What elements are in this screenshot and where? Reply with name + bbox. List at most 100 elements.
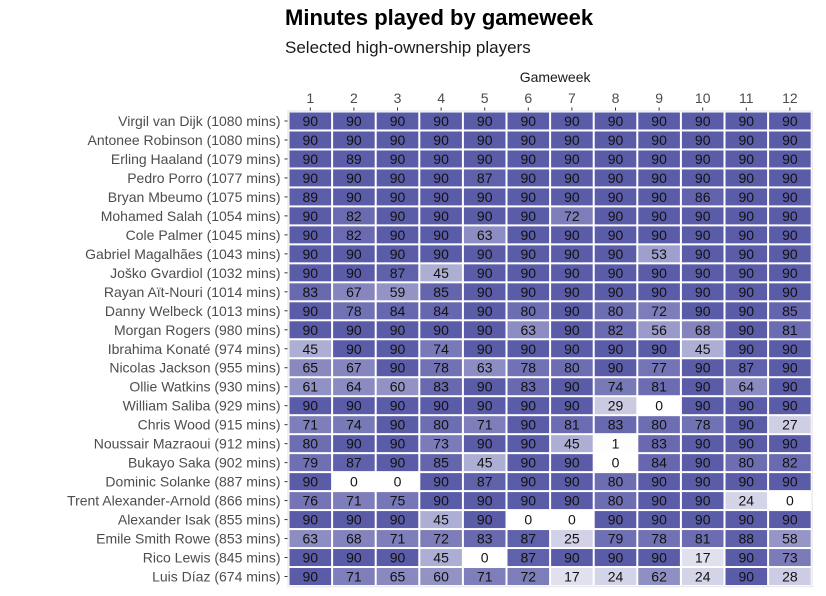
y-tick-label: Virgil van Dijk (1080 mins) [118,113,280,129]
heatmap-cell [463,150,506,168]
heatmap-cell [463,568,506,585]
cell-value-label: 90 [782,265,798,281]
heatmap-cell [725,264,768,282]
heatmap-cell [769,492,811,510]
heatmap-cell [376,549,419,567]
cell-value-label: 68 [346,531,362,547]
cell-value-label: 80 [521,303,537,319]
heatmap-cell [551,492,593,510]
heatmap-cell [376,416,419,434]
heatmap-cell [463,530,506,548]
cell-value-label: 90 [390,512,406,528]
heatmap-cell [289,112,332,130]
heatmap-cell [333,340,375,358]
cell-value-label: 90 [303,512,319,528]
heatmap-cell [420,549,462,567]
heatmap-cell [638,188,680,206]
heatmap-cell [551,549,593,567]
cell-value-label: 90 [390,417,406,433]
cell-value-label: 90 [564,455,580,471]
cell-value-label: 90 [739,341,755,357]
heatmap-cell [594,207,637,225]
cell-value-label: 90 [608,113,624,129]
chart-subtitle: Selected high-ownership players [285,38,531,57]
heatmap-cell [551,340,593,358]
heatmap-cell [463,321,506,339]
cell-value-label: 90 [651,550,667,566]
cell-value-label: 90 [346,341,362,357]
cell-value-label: 90 [521,151,537,167]
cell-value-label: 90 [346,265,362,281]
heatmap-cell [463,492,506,510]
cell-value-label: 90 [346,322,362,338]
heatmap-cell [333,321,375,339]
y-tick-label: Rico Lewis (845 mins) [143,550,281,566]
heatmap-cell [769,283,811,301]
heatmap-cell [638,359,680,377]
cell-value-label: 90 [695,474,711,490]
cell-value-label: 90 [695,360,711,376]
heatmap-cell [463,169,506,187]
heatmap-cell [725,226,768,244]
cell-value-label: 90 [477,398,493,414]
cell-value-label: 90 [564,227,580,243]
cell-value-label: 63 [477,360,493,376]
heatmap-cell [333,283,375,301]
cell-value-label: 90 [303,322,319,338]
heatmap-cell [420,188,462,206]
heatmap-cell [551,359,593,377]
y-tick-label: Bukayo Saka (902 mins) [128,455,281,471]
heatmap-cell [333,302,375,320]
cell-value-label: 90 [390,455,406,471]
heatmap-cell [551,378,593,396]
heatmap-cell [594,169,637,187]
heatmap-cell [638,416,680,434]
heatmap-cell [289,549,332,567]
heatmap-cell [725,435,768,453]
cell-value-label: 71 [346,569,362,585]
cell-value-label: 90 [651,284,667,300]
cell-value-label: 90 [564,379,580,395]
cell-value-label: 90 [739,569,755,585]
cell-value-label: 90 [782,170,798,186]
cell-value-label: 60 [390,379,406,395]
cell-value-label: 90 [477,436,493,452]
cell-value-label: 86 [695,189,711,205]
heatmap-cell [725,321,768,339]
cell-value-label: 80 [303,436,319,452]
cell-value-label: 78 [433,360,449,376]
x-tick-label: 7 [568,90,576,106]
cell-value-label: 90 [303,113,319,129]
cell-value-label: 68 [695,322,711,338]
cell-value-label: 24 [739,493,755,509]
heatmap-cell [725,283,768,301]
heatmap-cell [507,530,550,548]
heatmap-cell [289,264,332,282]
heatmap-cell [725,302,768,320]
heatmap-cell [289,283,332,301]
cell-value-label: 83 [608,417,624,433]
heatmap-cell [594,264,637,282]
cell-value-label: 90 [695,227,711,243]
y-tick-label: Luis Díaz (674 mins) [152,569,280,585]
heatmap-cell [681,245,724,263]
cell-value-label: 64 [346,379,362,395]
heatmap-cell [289,416,332,434]
heatmap-cell [463,511,506,529]
heatmap-cell [289,340,332,358]
heatmap-cell [681,131,724,149]
cell-value-label: 90 [433,474,449,490]
cell-value-label: 90 [477,379,493,395]
cell-value-label: 90 [651,227,667,243]
cell-value-label: 88 [739,531,755,547]
heatmap-cell [507,435,550,453]
heatmap-cell [769,378,811,396]
cell-value-label: 27 [782,417,798,433]
cell-value-label: 90 [651,208,667,224]
cell-value-label: 90 [695,398,711,414]
heatmap-cell [551,511,593,529]
cell-value-label: 90 [521,208,537,224]
heatmap-cell [594,245,637,263]
cell-value-label: 45 [564,436,580,452]
cell-value-label: 24 [695,569,711,585]
